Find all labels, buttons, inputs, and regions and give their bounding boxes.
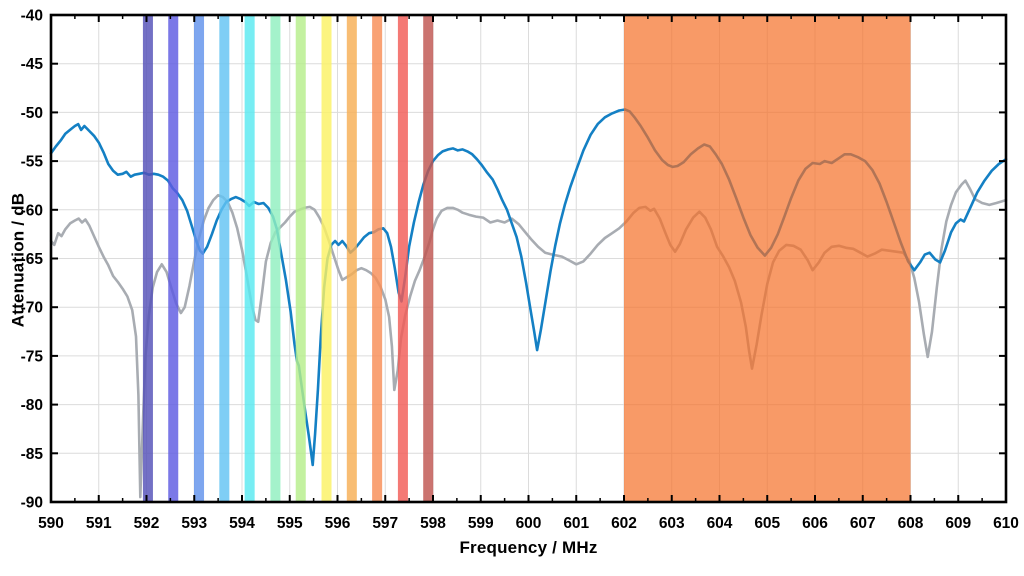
x-tick-label: 602 [611,515,637,532]
frequency-marker-band [244,15,255,502]
frequency-marker-band [295,15,306,502]
x-tick-label: 595 [277,515,303,532]
y-tick-label: -50 [21,105,43,122]
frequency-marker-band [168,15,179,502]
x-tick-label: 607 [850,515,876,532]
frequency-marker-band [423,15,434,502]
x-tick-label: 605 [754,515,780,532]
x-tick-label: 598 [420,515,446,532]
y-tick-label: -60 [21,202,43,219]
x-tick-label: 592 [134,515,160,532]
y-tick-label: -80 [21,397,43,414]
y-tick-label: -65 [21,251,44,268]
x-tick-label: 591 [86,515,112,532]
x-tick-label: 606 [802,515,828,532]
y-tick-label: -40 [21,8,43,25]
frequency-marker-band [372,15,383,502]
x-tick-label: 600 [516,515,542,532]
frequency-marker-band [397,15,408,502]
x-tick-label: 604 [707,515,733,532]
x-tick-label: 597 [372,515,398,532]
x-tick-label: 610 [993,515,1019,532]
x-tick-label: 596 [325,515,351,532]
x-tick-label: 608 [898,515,924,532]
x-tick-label: 603 [659,515,685,532]
shaded-frequency-region [624,15,911,502]
y-tick-label: -70 [21,300,43,317]
y-tick-label: -75 [21,348,44,365]
x-tick-label: 593 [181,515,207,532]
frequency-marker-band [346,15,357,502]
x-tick-label: 609 [945,515,971,532]
frequency-marker-band [321,15,332,502]
x-tick-label: 594 [229,515,255,532]
x-tick-label: 601 [563,515,589,532]
y-tick-label: -90 [21,495,43,512]
x-tick-label: 590 [38,515,64,532]
y-tick-label: -45 [21,56,44,73]
frequency-marker-band [142,15,153,502]
frequency-marker-band [194,15,205,502]
x-tick-label: 599 [468,515,494,532]
x-axis-title: Frequency / MHz [459,538,598,557]
frequency-marker-band [219,15,230,502]
y-tick-label: -55 [21,154,44,171]
frequency-marker-band [270,15,281,502]
y-axis-title: Attenuation / dB [8,192,28,328]
y-tick-label: -85 [21,446,44,463]
